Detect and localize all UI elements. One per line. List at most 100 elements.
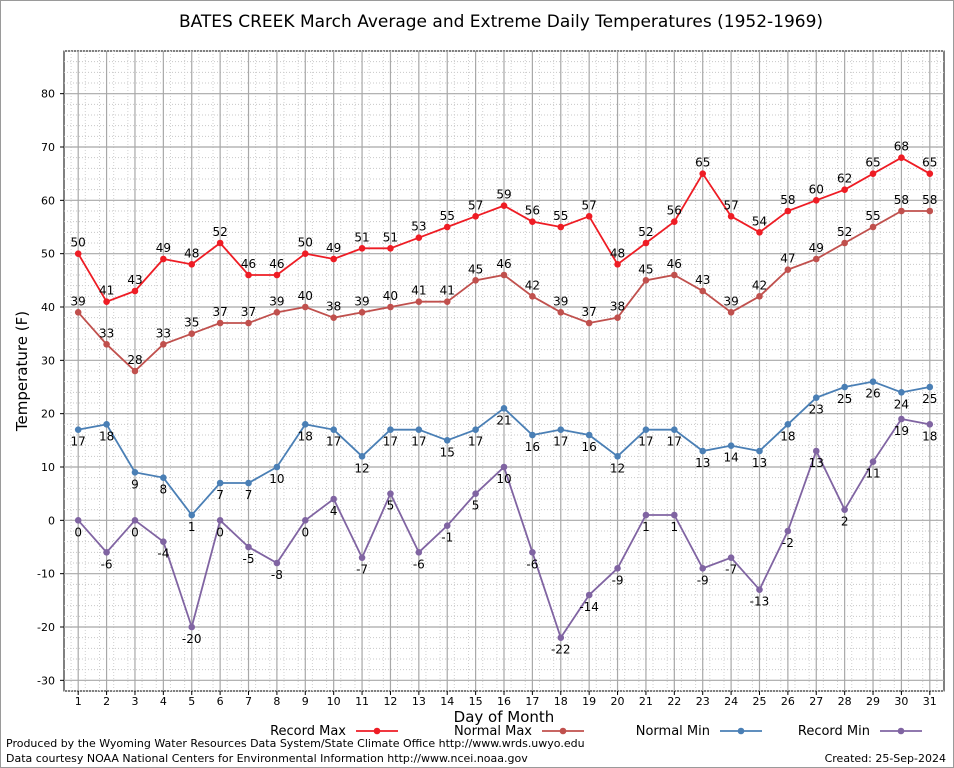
data-label: 54 bbox=[752, 214, 767, 228]
x-tick-label: 3 bbox=[131, 695, 138, 708]
data-point bbox=[472, 490, 479, 497]
data-label: 57 bbox=[582, 198, 597, 212]
data-point bbox=[358, 309, 366, 316]
data-point bbox=[273, 271, 281, 279]
x-tick-label: 20 bbox=[611, 695, 625, 708]
x-tick-label: 19 bbox=[582, 695, 596, 708]
data-label: 48 bbox=[610, 246, 625, 260]
x-tick-label: 22 bbox=[667, 695, 681, 708]
y-tick-label: -10 bbox=[37, 568, 55, 581]
data-label: 55 bbox=[865, 209, 880, 223]
data-label: 5 bbox=[387, 499, 395, 513]
data-point bbox=[671, 511, 678, 519]
data-point bbox=[131, 469, 139, 476]
x-tick-label: 8 bbox=[273, 695, 280, 708]
data-label: 39 bbox=[723, 294, 738, 308]
data-point bbox=[727, 309, 735, 316]
data-label: 65 bbox=[695, 156, 710, 170]
data-label: 59 bbox=[496, 188, 511, 202]
data-label: 17 bbox=[638, 435, 653, 449]
data-label: 4 bbox=[330, 504, 338, 518]
data-label: 45 bbox=[638, 262, 653, 276]
data-point bbox=[387, 426, 394, 433]
data-point bbox=[898, 415, 905, 423]
data-label: 60 bbox=[809, 182, 824, 196]
data-point bbox=[529, 293, 536, 300]
data-point bbox=[188, 511, 196, 519]
data-label: -7 bbox=[725, 563, 737, 577]
data-label: -5 bbox=[243, 552, 255, 566]
x-tick-label: 30 bbox=[894, 695, 908, 708]
data-point bbox=[529, 431, 536, 439]
data-label: 39 bbox=[269, 294, 284, 308]
data-point bbox=[642, 511, 650, 519]
data-point bbox=[74, 426, 82, 433]
data-point bbox=[529, 218, 536, 225]
data-point bbox=[869, 223, 877, 231]
data-point bbox=[74, 309, 82, 316]
data-point bbox=[188, 623, 196, 631]
data-point bbox=[585, 319, 593, 327]
x-tick-label: 7 bbox=[245, 695, 252, 708]
legend-swatch-marker bbox=[559, 727, 567, 735]
x-tick-label: 12 bbox=[383, 695, 397, 708]
data-point bbox=[216, 319, 224, 327]
x-tick-label: 29 bbox=[866, 695, 880, 708]
data-point bbox=[131, 367, 139, 375]
data-point bbox=[103, 421, 110, 428]
data-label: 37 bbox=[212, 305, 227, 319]
data-point bbox=[188, 261, 196, 268]
chart-title: BATES CREEK March Average and Extreme Da… bbox=[179, 12, 823, 32]
data-point bbox=[812, 197, 820, 204]
legend-label: Normal Max bbox=[454, 724, 532, 739]
data-point bbox=[642, 239, 650, 247]
data-label: 52 bbox=[212, 225, 227, 239]
data-point bbox=[614, 314, 621, 321]
data-point bbox=[245, 271, 252, 279]
data-label: 65 bbox=[865, 156, 880, 170]
data-label: 57 bbox=[468, 198, 483, 212]
data-label: -9 bbox=[612, 573, 624, 587]
data-point bbox=[273, 463, 281, 471]
y-tick-label: 50 bbox=[41, 248, 55, 261]
data-point bbox=[160, 474, 167, 481]
data-point bbox=[188, 330, 196, 337]
data-label: 38 bbox=[326, 300, 341, 314]
data-point bbox=[557, 223, 565, 231]
data-point bbox=[784, 527, 792, 535]
data-label: 46 bbox=[496, 257, 511, 271]
data-label: 55 bbox=[440, 209, 455, 223]
data-label: 8 bbox=[160, 483, 168, 497]
data-label: 13 bbox=[695, 456, 710, 470]
data-label: -9 bbox=[697, 573, 709, 587]
created-date: Created: 25-Sep-2024 bbox=[824, 752, 946, 765]
legend-label: Record Max bbox=[270, 724, 346, 739]
data-label: 1 bbox=[671, 520, 679, 534]
y-tick-label: -30 bbox=[37, 674, 55, 687]
data-label: 45 bbox=[468, 262, 483, 276]
data-label: 49 bbox=[156, 241, 171, 255]
data-point bbox=[756, 447, 763, 455]
data-point bbox=[671, 271, 678, 279]
data-label: 33 bbox=[99, 326, 114, 340]
data-label: -4 bbox=[157, 547, 169, 561]
data-label: 23 bbox=[809, 403, 824, 417]
data-label: 13 bbox=[752, 456, 767, 470]
data-label: -2 bbox=[782, 536, 794, 550]
data-label: 17 bbox=[553, 435, 568, 449]
data-label: -14 bbox=[579, 600, 599, 614]
data-point bbox=[273, 559, 281, 567]
series-record-max: 50 41 43 49 48 52 46 46 50 49 51 51 53 55 57 59 56 55 57 48… bbox=[71, 140, 937, 305]
data-point bbox=[671, 426, 678, 433]
data-label: 9 bbox=[131, 477, 139, 491]
data-point bbox=[585, 591, 593, 599]
data-label: 1 bbox=[642, 520, 650, 534]
data-label: 56 bbox=[667, 204, 682, 218]
data-point bbox=[103, 549, 110, 556]
data-label: 0 bbox=[216, 525, 224, 539]
data-label: 42 bbox=[752, 278, 767, 292]
data-label: 40 bbox=[298, 289, 313, 303]
data-point bbox=[500, 463, 508, 471]
x-tick-label: 10 bbox=[327, 695, 341, 708]
data-point bbox=[557, 426, 565, 433]
